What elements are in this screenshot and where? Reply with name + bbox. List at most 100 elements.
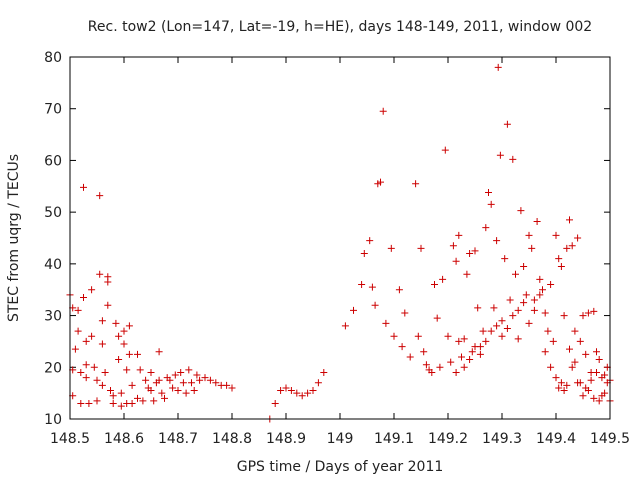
data-point bbox=[493, 322, 501, 330]
data-point bbox=[155, 376, 163, 384]
data-point bbox=[471, 247, 479, 255]
data-point bbox=[539, 286, 546, 294]
data-point bbox=[104, 301, 112, 309]
data-point bbox=[463, 270, 471, 278]
data-point bbox=[147, 368, 155, 376]
data-point bbox=[444, 332, 452, 340]
data-point bbox=[93, 397, 101, 405]
data-point bbox=[458, 353, 465, 361]
x-tick-label: 148.7 bbox=[158, 431, 198, 447]
data-point bbox=[287, 387, 295, 395]
data-point bbox=[82, 361, 90, 369]
data-point bbox=[80, 293, 87, 301]
data-point bbox=[366, 237, 374, 245]
data-point bbox=[117, 389, 125, 397]
data-point bbox=[574, 234, 582, 242]
data-point bbox=[506, 296, 514, 304]
data-point bbox=[530, 296, 538, 304]
data-point bbox=[406, 353, 414, 361]
data-point bbox=[466, 356, 474, 364]
data-point bbox=[571, 327, 579, 335]
data-point bbox=[498, 317, 506, 325]
data-point bbox=[490, 304, 498, 312]
y-axis-label: STEC from uqrg / TECUs bbox=[6, 154, 22, 322]
data-point bbox=[109, 399, 117, 407]
data-point bbox=[123, 366, 131, 374]
data-point bbox=[517, 207, 525, 215]
y-tick-label: 30 bbox=[44, 309, 62, 325]
data-point bbox=[555, 384, 563, 392]
x-tick-label: 149.2 bbox=[428, 431, 468, 447]
data-point bbox=[314, 379, 322, 387]
data-point bbox=[436, 363, 444, 371]
data-point bbox=[479, 327, 487, 335]
data-point bbox=[96, 270, 104, 278]
data-point bbox=[320, 368, 328, 376]
data-point bbox=[177, 368, 185, 376]
data-point bbox=[169, 384, 177, 392]
data-point bbox=[520, 299, 528, 307]
data-point bbox=[128, 399, 136, 407]
data-point bbox=[179, 379, 187, 387]
data-point bbox=[112, 319, 120, 327]
data-point bbox=[212, 379, 220, 387]
data-point bbox=[544, 327, 552, 335]
data-point bbox=[576, 337, 584, 345]
data-point bbox=[560, 387, 568, 395]
data-point bbox=[115, 332, 123, 340]
data-point bbox=[360, 250, 368, 258]
data-point bbox=[482, 224, 490, 232]
data-point bbox=[139, 397, 147, 405]
plot-axes: 148.5 148.6 148.7 148.8 148.9 149 149.1 149.2 14… bbox=[44, 50, 630, 447]
data-point bbox=[125, 350, 133, 358]
data-point bbox=[503, 325, 511, 332]
x-tick-label: 148.5 bbox=[50, 431, 90, 447]
data-point bbox=[487, 200, 495, 208]
data-point bbox=[271, 399, 279, 407]
data-point bbox=[171, 371, 179, 379]
data-point bbox=[568, 242, 576, 250]
data-point bbox=[379, 107, 387, 115]
data-point bbox=[80, 183, 87, 191]
data-point bbox=[134, 394, 141, 402]
data-point bbox=[455, 231, 463, 239]
data-point bbox=[104, 278, 112, 286]
data-point bbox=[494, 63, 502, 71]
data-point bbox=[304, 389, 312, 397]
data-point bbox=[201, 374, 209, 382]
data-point bbox=[525, 319, 533, 327]
data-point bbox=[277, 387, 285, 395]
data-point bbox=[593, 348, 600, 356]
data-point bbox=[414, 332, 422, 340]
data-point bbox=[142, 376, 150, 384]
data-point bbox=[441, 146, 449, 154]
x-tick-label: 149.3 bbox=[482, 431, 522, 447]
data-point bbox=[420, 348, 428, 356]
data-point bbox=[466, 250, 474, 258]
data-point bbox=[536, 291, 544, 299]
data-point bbox=[125, 322, 133, 330]
data-point bbox=[566, 345, 573, 353]
data-point bbox=[93, 376, 101, 384]
data-point bbox=[571, 358, 579, 366]
data-point bbox=[496, 151, 504, 159]
data-point bbox=[401, 309, 409, 317]
data-point bbox=[368, 283, 376, 291]
data-point bbox=[566, 216, 573, 224]
data-point bbox=[390, 332, 398, 340]
data-point bbox=[509, 155, 517, 163]
data-point bbox=[147, 387, 155, 395]
data-point bbox=[395, 286, 403, 294]
data-point bbox=[547, 281, 555, 289]
data-point bbox=[417, 244, 425, 252]
data-point bbox=[452, 368, 460, 376]
data-point bbox=[88, 286, 96, 294]
data-point bbox=[298, 392, 306, 400]
data-point bbox=[468, 348, 476, 356]
data-point bbox=[579, 392, 587, 400]
data-point bbox=[595, 356, 603, 364]
data-point bbox=[74, 306, 82, 314]
data-point bbox=[96, 192, 104, 200]
data-points bbox=[66, 63, 614, 423]
